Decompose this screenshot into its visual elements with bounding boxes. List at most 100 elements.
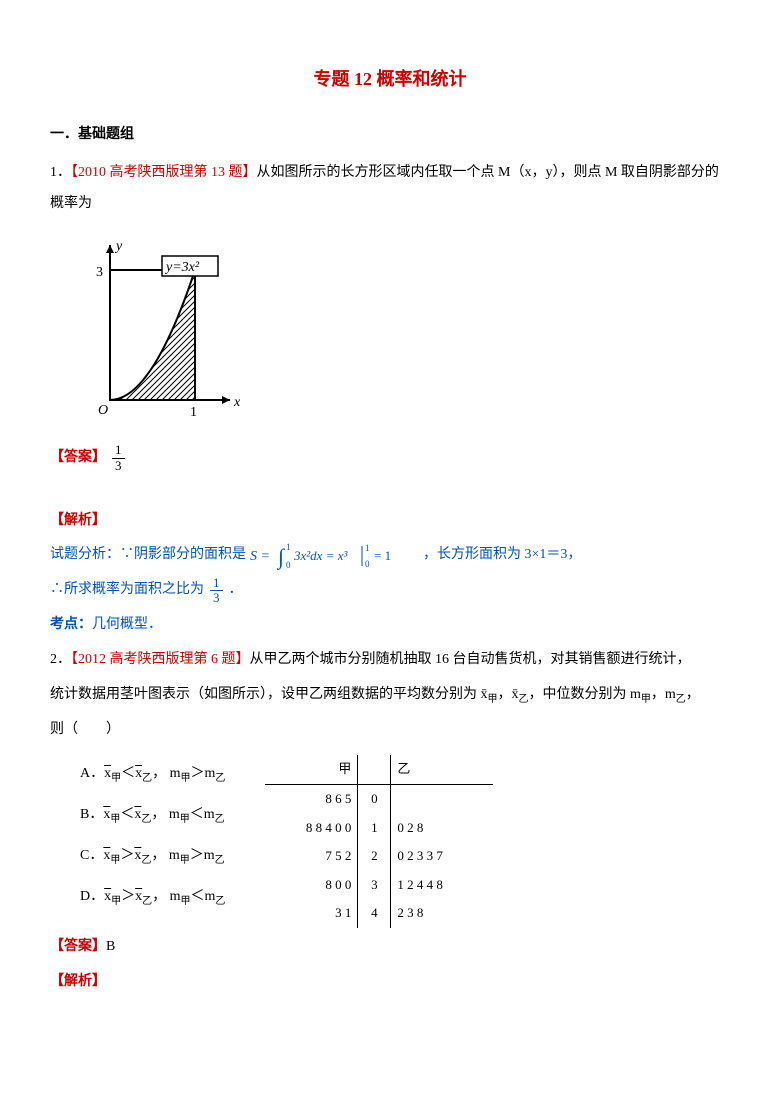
text-span: ，x̄ — [498, 687, 519, 702]
sub: 乙 — [215, 814, 225, 825]
option-d: D．x甲＞x乙， m甲＜m乙 — [80, 882, 225, 913]
sl-right: 0 2 3 3 7 — [391, 842, 494, 871]
text-span: ． — [229, 575, 243, 606]
opt-label: D． — [80, 889, 104, 904]
text-span: ∴所求概率为面积之比为 — [50, 575, 204, 606]
topic-label: 考点： — [50, 617, 92, 632]
bracket-open: 【 — [71, 165, 78, 180]
comma: ， — [152, 766, 166, 781]
curve-label: y=3x² — [164, 260, 200, 275]
rel: ＜ — [120, 807, 134, 822]
svg-text:= 1: = 1 — [374, 548, 391, 563]
sub: 甲 — [111, 773, 121, 784]
q2-options-row: A．x甲＜x乙， m甲＞m乙 B．x甲＜x乙， m甲＜m乙 C．x甲＞x乙， m… — [50, 749, 730, 928]
sl-row: 7 5 220 2 3 3 7 — [265, 842, 493, 871]
q2-stem-line3: 则（ ） — [50, 715, 730, 746]
sl-right: 2 3 8 — [391, 899, 494, 928]
q2-stem-line1: 2．【2012 高考陕西版理第 6 题】从甲乙两个城市分别随机抽取 16 台自动… — [50, 645, 730, 676]
sl-stem: 2 — [358, 842, 391, 871]
q2-options: A．x甲＜x乙， m甲＞m乙 B．x甲＜x乙， m甲＜m乙 C．x甲＞x乙， m… — [50, 749, 225, 922]
q2-source: 【2012 高考陕西版理第 6 题】 — [71, 652, 250, 667]
x-tick-1: 1 — [190, 405, 197, 420]
topic-text: 几何概型． — [92, 617, 162, 632]
sub: 甲 — [110, 855, 120, 866]
sl-stem: 1 — [358, 814, 391, 843]
answer-label: 【答案】 — [50, 939, 106, 954]
sub: 乙 — [141, 814, 151, 825]
sub: 乙 — [215, 773, 225, 784]
q1-analysis-line2: ∴所求概率为面积之比为 1 3 ． — [50, 575, 730, 606]
q2-number: 2． — [50, 652, 71, 667]
sub-jia: 甲 — [641, 694, 651, 705]
bracket-close: 】 — [236, 652, 250, 667]
comma: ， — [151, 848, 165, 863]
sub: 甲 — [180, 814, 190, 825]
text-span: ，中位数分别为 m — [529, 687, 641, 702]
page-title: 专题 12 概率和统计 — [50, 60, 730, 100]
frac-num: 1 — [210, 576, 223, 591]
sl-left: 3 1 — [265, 899, 358, 928]
y-tick-3: 3 — [96, 265, 103, 280]
q1-answer: 【答案】 1 3 — [50, 443, 730, 474]
q1-answer-frac: 1 3 — [112, 443, 125, 473]
svg-text:∫: ∫ — [276, 544, 286, 570]
origin-label: O — [98, 403, 108, 418]
comma: ， — [152, 889, 166, 904]
stem-leaf-plot: 甲 乙 8 6 50 8 8 4 0 010 2 8 7 5 220 2 3 3… — [265, 755, 493, 928]
comma: ， — [151, 807, 165, 822]
q2-answer-value: B — [106, 939, 115, 954]
sl-left: 8 6 5 — [265, 784, 358, 813]
sub-jia: 甲 — [488, 694, 498, 705]
q1-analysis-line1: 试题分析：∵阴影部分的面积是 S = ∫ 1 0 3x²dx = x³ 1 0 … — [50, 540, 730, 571]
sl-right — [391, 784, 494, 813]
rel: ＜ — [191, 889, 205, 904]
q1-topic: 考点：几何概型． — [50, 610, 730, 641]
sl-right: 0 2 8 — [391, 814, 494, 843]
q1-source: 【2010 高考陕西版理第 13 题】 — [71, 165, 257, 180]
sub: 甲 — [181, 773, 191, 784]
sub: 乙 — [142, 773, 152, 784]
sl-stem: 4 — [358, 899, 391, 928]
text-span: 试题分析：∵阴影部分的面积是 — [50, 548, 250, 563]
frac-den: 3 — [210, 591, 223, 605]
sl-stem: 3 — [358, 871, 391, 900]
q2-stem-line2: 统计数据用茎叶图表示（如图所示），设甲乙两组数据的平均数分别为 x̄甲，x̄乙，… — [50, 680, 730, 711]
sl-left: 7 5 2 — [265, 842, 358, 871]
text-span: ，长方形面积为 3×1＝3， — [423, 548, 581, 563]
opt-label: A． — [80, 766, 104, 781]
sl-left: 8 8 4 0 0 — [265, 814, 358, 843]
sub: 乙 — [141, 855, 151, 866]
sub-yi: 乙 — [676, 694, 686, 705]
sl-header-right: 乙 — [391, 755, 494, 784]
svg-text:0: 0 — [286, 560, 291, 570]
frac-den: 3 — [112, 459, 125, 473]
rel: ＞ — [190, 848, 204, 863]
q1-number: 1． — [50, 165, 71, 180]
rel: ＞ — [121, 889, 135, 904]
y-axis-label: y — [114, 239, 123, 254]
q2-source-text: 2012 高考陕西版理第 6 题 — [78, 652, 236, 667]
sl-header-left: 甲 — [265, 755, 358, 784]
sl-row: 3 142 3 8 — [265, 899, 493, 928]
rel: ＜ — [121, 766, 135, 781]
bracket-close: 】 — [243, 165, 257, 180]
bracket-open: 【 — [71, 652, 78, 667]
opt-label: B． — [80, 807, 103, 822]
option-b: B．x甲＜x乙， m甲＜m乙 — [80, 800, 225, 831]
opt-label: C． — [80, 848, 103, 863]
option-a: A．x甲＜x乙， m甲＞m乙 — [80, 759, 225, 790]
q1-graph: 3 1 O x y y=3x² — [80, 230, 730, 433]
q2-text1: 从甲乙两个城市分别随机抽取 16 台自动售货机，对其销售额进行统计， — [250, 652, 691, 667]
q1-analysis-label: 【解析】 — [50, 506, 730, 537]
frac-num: 1 — [112, 443, 125, 458]
rel: ＞ — [191, 766, 205, 781]
text-span: ， — [686, 687, 700, 702]
sub: 甲 — [111, 896, 121, 907]
rel: ＜ — [190, 807, 204, 822]
sl-left: 8 0 0 — [265, 871, 358, 900]
sl-row: 8 0 031 2 4 4 8 — [265, 871, 493, 900]
text-span: ，m — [651, 687, 676, 702]
sub: 乙 — [142, 896, 152, 907]
sub: 乙 — [215, 896, 225, 907]
frac: 1 3 — [210, 576, 223, 606]
